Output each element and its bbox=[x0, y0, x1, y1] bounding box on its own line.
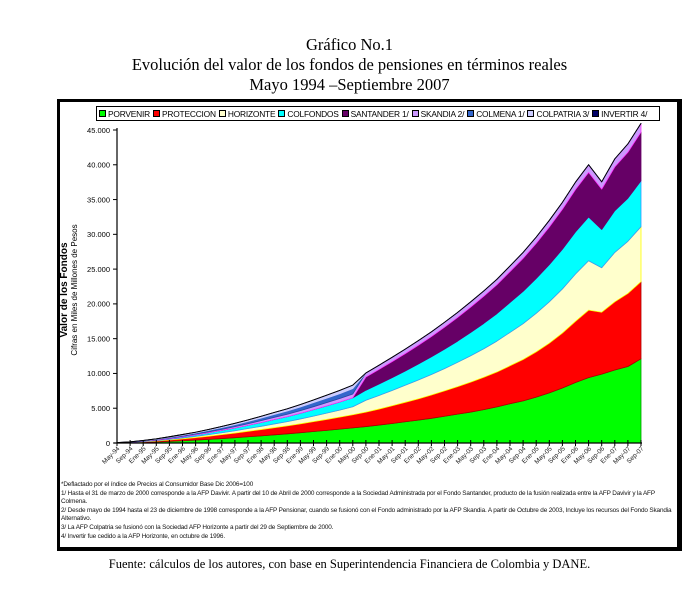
y-tick-label: 25.000 bbox=[87, 265, 110, 274]
legend-item: SANTANDER 1/ bbox=[341, 108, 409, 119]
legend-item: COLPATRIA 3/ bbox=[527, 109, 589, 119]
y-tick-label: 40.000 bbox=[87, 161, 110, 170]
legend-swatch bbox=[467, 110, 475, 117]
legend-item: SKANDIA 2/ bbox=[411, 108, 465, 119]
legend-swatch bbox=[592, 110, 600, 117]
legend-item: INVERTIR 4/ bbox=[592, 109, 647, 119]
footnote-deflactor: *Deflactado por el índice de Precios al … bbox=[61, 481, 254, 488]
legend-swatch bbox=[218, 110, 226, 117]
footnote-1: 1/ Hasta el 31 de marzo de 2000 correspo… bbox=[61, 489, 655, 506]
y-tick-label: 0 bbox=[106, 439, 110, 448]
chart-period: Mayo 1994 –Septiembre 2007 bbox=[249, 75, 450, 94]
legend-swatch bbox=[278, 110, 286, 117]
legend-item: COLFONDOS bbox=[278, 108, 339, 119]
footnotes: *Deflactado por el índice de Precios al … bbox=[61, 481, 676, 541]
legend-item: HORIZONTE bbox=[218, 108, 276, 119]
legend-label: HORIZONTE bbox=[227, 108, 276, 119]
chart-title: Evolución del valor de los fondos de pen… bbox=[131, 55, 568, 74]
chart-legend: PORVENIR PROTECCION HORIZONTE COLFONDOS SANT… bbox=[96, 106, 660, 121]
legend-label: PROTECCION bbox=[162, 108, 216, 119]
y-axis-sublabel: Cifras en Miles de Millones de Pesos bbox=[70, 224, 79, 355]
y-tick-label: 30.000 bbox=[87, 230, 110, 239]
x-axis-ticks: May-94Sep-94Ene-95May-95Sep-95Ene-96May-… bbox=[101, 440, 646, 466]
legend-label: SANTANDER 1/ bbox=[350, 108, 409, 119]
legend-swatch bbox=[99, 110, 106, 117]
total-outline bbox=[116, 123, 642, 444]
legend-swatch bbox=[527, 110, 535, 117]
legend-label: COLFONDOS bbox=[287, 108, 339, 119]
y-axis-ticks: 0 5.000 10.000 15.000 20.000 25.000 30.000 35.0… bbox=[87, 126, 117, 448]
legend-label: COLPATRIA 3/ bbox=[536, 108, 590, 119]
legend-item: PORVENIR bbox=[99, 109, 150, 119]
legend-label: PORVENIR bbox=[108, 108, 150, 119]
y-tick-label: 5.000 bbox=[91, 404, 110, 413]
y-tick-label: 15.000 bbox=[87, 334, 110, 343]
y-tick-label: 20.000 bbox=[87, 300, 110, 309]
legend-item: COLMENA 1/ bbox=[467, 108, 525, 119]
footnote-4: 4/ Invertir fue cedido a la AFP Horizont… bbox=[61, 532, 225, 540]
footnote-2: 2/ Desde mayo de 1994 hasta el 23 de dic… bbox=[61, 506, 672, 523]
y-axis-label: Valor de los Fondos bbox=[59, 242, 70, 337]
footnote-3: 3/ La AFP Colpatria se fusionó con la So… bbox=[61, 523, 334, 531]
legend-swatch bbox=[411, 110, 419, 117]
legend-item: PROTECCION bbox=[153, 109, 216, 119]
legend-label: COLMENA 1/ bbox=[476, 108, 525, 119]
chart-number-title: Gráfico No.1 bbox=[305, 35, 394, 54]
y-axis-title: Valor de los Fondos Cifras en Miles de M… bbox=[59, 224, 79, 355]
axes bbox=[114, 128, 642, 444]
legend-label: SKANDIA 2/ bbox=[420, 108, 465, 119]
legend-label: INVERTIR 4/ bbox=[601, 108, 648, 119]
legend-swatch bbox=[341, 110, 349, 117]
source-note: Fuente: cálculos de los autores, con bas… bbox=[108, 557, 591, 571]
y-tick-label: 35.000 bbox=[87, 195, 110, 204]
y-tick-label: 45.000 bbox=[87, 126, 110, 135]
series-areas bbox=[116, 122, 642, 444]
legend-swatch bbox=[153, 110, 160, 117]
y-tick-label: 10.000 bbox=[87, 369, 110, 378]
